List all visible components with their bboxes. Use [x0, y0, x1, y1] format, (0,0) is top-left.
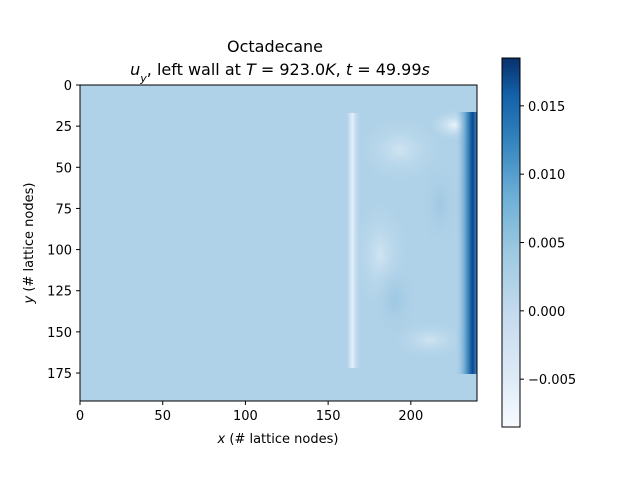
y-tick-label: 100: [47, 244, 72, 259]
subtitle-part: , left wall at: [147, 60, 246, 79]
melt-front-edge: [347, 113, 361, 368]
y-tick-label: 75: [55, 202, 72, 217]
y-axis-label-rest: (# lattice nodes): [22, 183, 37, 296]
colorbar-tick-label: 0.010: [528, 168, 565, 183]
y-axis-label: y (# lattice nodes): [22, 183, 37, 305]
y-tick-label: 0: [64, 79, 72, 94]
y-tick-label: 175: [47, 367, 72, 382]
hot-wall-jet: [455, 112, 477, 374]
x-axis: 0 50 100 150 200: [76, 401, 423, 424]
x-axis-label-rest: (# lattice nodes): [225, 432, 338, 447]
y-tick-label: 125: [47, 285, 72, 300]
colorbar-gradient: [502, 58, 520, 427]
subtitle-part: K: [325, 60, 337, 79]
x-tick-label: 200: [398, 409, 423, 424]
plot-frame: [79, 84, 478, 402]
subtitle-part: u: [130, 60, 140, 79]
y-tick-label: 25: [55, 120, 72, 135]
chart-subtitle: uy, left wall at T = 923.0K, t = 49.99s: [130, 60, 430, 85]
subtitle-part: t: [346, 60, 353, 79]
y-axis-label-var: y: [22, 295, 37, 304]
x-axis-label: x (# lattice nodes): [217, 432, 339, 447]
chart-title: Octadecane: [227, 37, 323, 56]
heatmap: [80, 85, 477, 401]
x-axis-label-var: x: [217, 432, 226, 447]
melt-region: [350, 110, 477, 360]
subtitle-part: ,: [336, 60, 346, 79]
colorbar-tick-label: −0.005: [528, 373, 576, 388]
colorbar-tick-label: 0.015: [528, 100, 565, 115]
subtitle-part: = 49.99: [352, 60, 421, 79]
colorbar-tick-label: 0.005: [528, 237, 565, 252]
colorbar: 0.015 0.010 0.005 0.000 −0.005: [501, 57, 576, 428]
y-axis: 0 25 50 75 100 125 150 175: [47, 79, 80, 382]
subtitle-part: y: [139, 72, 147, 85]
colorbar-tick-label: 0.000: [528, 305, 565, 320]
y-tick-label: 50: [55, 161, 72, 176]
subtitle-part: T: [246, 60, 257, 79]
x-tick-label: 150: [316, 409, 341, 424]
x-tick-label: 100: [233, 409, 258, 424]
subtitle-part: = 923.0: [256, 60, 325, 79]
x-tick-label: 0: [76, 409, 84, 424]
y-tick-label: 150: [47, 326, 72, 341]
x-tick-label: 50: [154, 409, 171, 424]
subtitle-part: s: [422, 60, 430, 79]
colorbar-ticks: 0.015 0.010 0.005 0.000 −0.005: [520, 100, 576, 388]
